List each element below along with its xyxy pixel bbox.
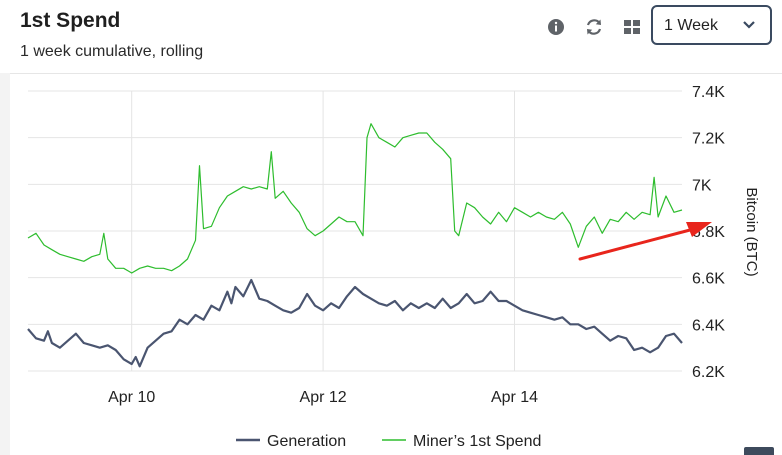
- y-tick-label: 6.4K: [692, 317, 725, 334]
- annotation-arrow-head: [686, 222, 712, 237]
- legend-label-first-spend[interactable]: Miner’s 1st Spend: [413, 433, 541, 450]
- y-axis-label: Bitcoin (BTC): [743, 187, 760, 276]
- y-tick-label: 7.2K: [692, 131, 725, 148]
- left-edge-strip: [0, 73, 10, 455]
- header-divider: [0, 73, 782, 74]
- x-tick-label: Apr 10: [108, 389, 155, 406]
- annotation-arrow-shaft: [578, 228, 692, 261]
- series-line-generation: [27, 278, 683, 368]
- grid-icon[interactable]: [621, 16, 643, 38]
- chart-subtitle: 1 week cumulative, rolling: [20, 43, 204, 60]
- y-tick-label: 6.2K: [692, 364, 725, 381]
- series-line-first-spend: [27, 123, 683, 274]
- x-tick-label: Apr 12: [300, 389, 347, 406]
- info-icon[interactable]: [545, 16, 567, 38]
- chevron-down-icon: [743, 21, 755, 29]
- legend: Generation Miner’s 1st Spend: [236, 433, 541, 450]
- period-select-value: 1 Week: [664, 17, 718, 34]
- chart-title: 1st Spend: [20, 9, 121, 32]
- refresh-icon[interactable]: [583, 16, 605, 38]
- annotation-arrow: [578, 222, 712, 261]
- y-tick-label: 7.4K: [692, 84, 725, 101]
- x-tick-label: Apr 14: [491, 389, 538, 406]
- y-tick-label: 6.6K: [692, 271, 725, 288]
- series-lines: [27, 123, 683, 368]
- period-select[interactable]: 1 Week: [651, 5, 772, 45]
- y-tick-label: 7K: [692, 177, 712, 194]
- scroll-to-top-button[interactable]: [744, 447, 774, 455]
- legend-label-generation[interactable]: Generation: [267, 433, 346, 450]
